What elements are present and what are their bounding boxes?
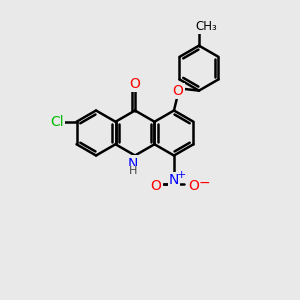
Text: −: − <box>198 176 210 190</box>
Text: N: N <box>128 157 138 170</box>
Text: N: N <box>169 173 179 187</box>
Text: +: + <box>176 170 186 180</box>
Text: O: O <box>130 77 140 92</box>
Text: O: O <box>172 84 183 98</box>
Text: H: H <box>129 167 137 176</box>
Text: O: O <box>188 179 200 193</box>
Text: Cl: Cl <box>50 115 64 129</box>
Text: CH₃: CH₃ <box>195 20 217 33</box>
Text: O: O <box>151 179 161 193</box>
